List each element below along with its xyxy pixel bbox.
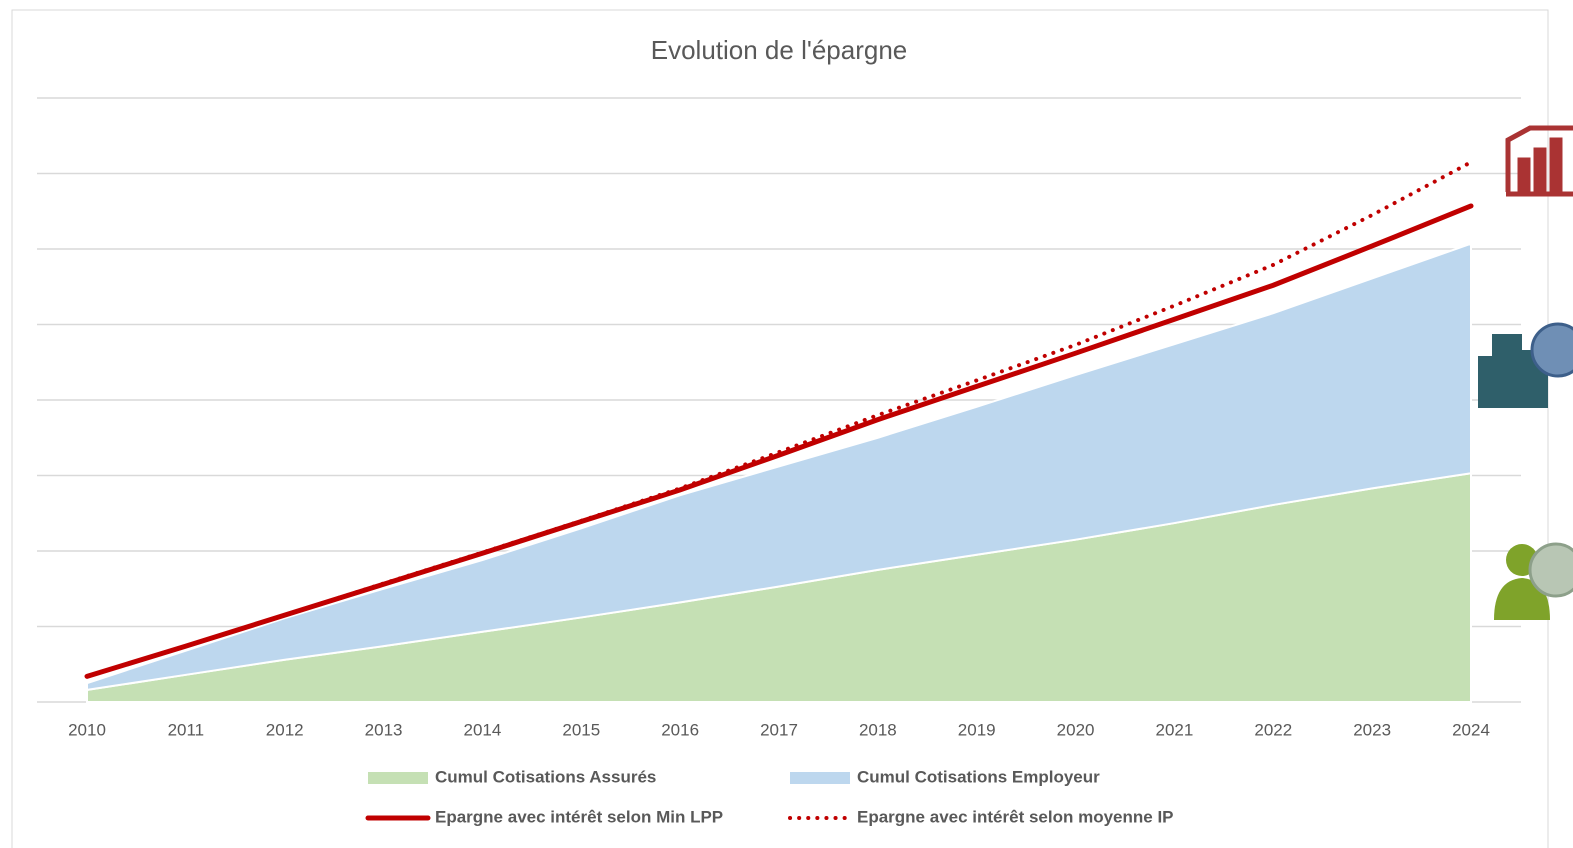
area bbox=[86, 242, 1472, 692]
line bbox=[85, 160, 1473, 679]
lines bbox=[84, 160, 1474, 679]
x-tick-label: 2020 bbox=[1057, 720, 1095, 739]
x-tick-label: 2021 bbox=[1156, 720, 1194, 739]
legend-swatch bbox=[368, 772, 428, 784]
x-tick-label: 2023 bbox=[1353, 720, 1391, 739]
x-tick-label: 2014 bbox=[464, 720, 502, 739]
legend-label: Cumul Cotisations Employeur bbox=[857, 767, 1100, 786]
x-tick-label: 2024 bbox=[1452, 720, 1490, 739]
x-tick-label: 2011 bbox=[168, 720, 205, 739]
legend: Cumul Cotisations Assurés Cumul Cotisatio… bbox=[365, 767, 1174, 826]
icon-person bbox=[1494, 542, 1573, 620]
legend-label: Cumul Cotisations Assurés bbox=[435, 767, 656, 786]
x-tick-label: 2019 bbox=[958, 720, 996, 739]
x-tick-label: 2022 bbox=[1254, 720, 1292, 739]
x-tick-label: 2015 bbox=[562, 720, 600, 739]
legend-label: Epargne avec intérêt selon moyenne IP bbox=[857, 807, 1174, 826]
legend-swatch bbox=[790, 772, 850, 784]
icon-company bbox=[1478, 322, 1573, 408]
x-tick-label: 2013 bbox=[365, 720, 403, 739]
line bbox=[84, 203, 1474, 679]
x-tick-label: 2018 bbox=[859, 720, 897, 739]
x-tick-label: 2017 bbox=[760, 720, 798, 739]
x-tick-label: 2010 bbox=[68, 720, 106, 739]
areas bbox=[86, 242, 1472, 703]
chart-title: Evolution de l'épargne bbox=[651, 35, 907, 65]
x-tick-label: 2012 bbox=[266, 720, 304, 739]
icon-growth bbox=[1505, 125, 1573, 197]
x-axis: 2010 2011 2012 2013 2014 2015 2016 2017 2018 2019… bbox=[68, 720, 1490, 739]
x-tick-label: 2016 bbox=[661, 720, 699, 739]
legend-label: Epargne avec intérêt selon Min LPP bbox=[435, 807, 723, 826]
